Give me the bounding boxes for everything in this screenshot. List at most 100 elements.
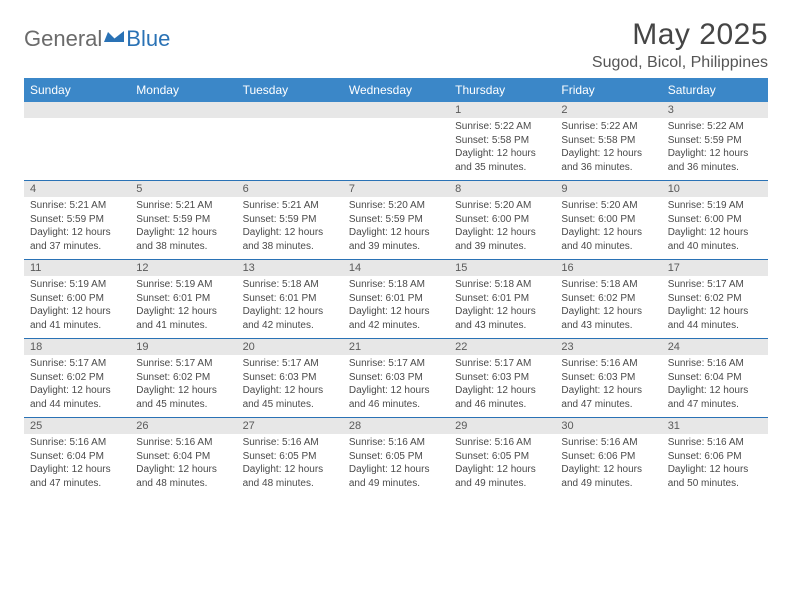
weekday-head: Thursday (449, 78, 555, 102)
logo-flag-icon (104, 28, 126, 51)
day-number: 9 (555, 181, 661, 197)
day-number: 23 (555, 339, 661, 355)
day-cell: Sunrise: 5:17 AMSunset: 6:02 PMDaylight:… (662, 276, 768, 338)
day-content-row: Sunrise: 5:17 AMSunset: 6:02 PMDaylight:… (24, 355, 768, 417)
day-cell: Sunrise: 5:21 AMSunset: 5:59 PMDaylight:… (24, 197, 130, 259)
day-number (237, 102, 343, 118)
calendar-week: 18 19 20 21 22 23 24 Sunrise: 5:17 AMSun… (24, 339, 768, 418)
weekday-head: Monday (130, 78, 236, 102)
day-cell (237, 118, 343, 180)
day-number (24, 102, 130, 118)
day-number: 15 (449, 260, 555, 276)
day-number: 12 (130, 260, 236, 276)
daynum-row: 25 26 27 28 29 30 31 (24, 418, 768, 434)
day-cell: Sunrise: 5:18 AMSunset: 6:01 PMDaylight:… (449, 276, 555, 338)
day-number: 2 (555, 102, 661, 118)
day-cell (130, 118, 236, 180)
day-content-row: Sunrise: 5:21 AMSunset: 5:59 PMDaylight:… (24, 197, 768, 259)
weekday-head: Friday (555, 78, 661, 102)
day-cell: Sunrise: 5:20 AMSunset: 6:00 PMDaylight:… (449, 197, 555, 259)
day-number: 16 (555, 260, 661, 276)
day-number: 31 (662, 418, 768, 434)
day-cell: Sunrise: 5:17 AMSunset: 6:03 PMDaylight:… (343, 355, 449, 417)
day-number: 17 (662, 260, 768, 276)
day-cell: Sunrise: 5:20 AMSunset: 6:00 PMDaylight:… (555, 197, 661, 259)
day-number: 27 (237, 418, 343, 434)
day-number: 13 (237, 260, 343, 276)
day-number: 11 (24, 260, 130, 276)
day-cell: Sunrise: 5:22 AMSunset: 5:58 PMDaylight:… (449, 118, 555, 180)
daynum-row: 18 19 20 21 22 23 24 (24, 339, 768, 355)
day-cell: Sunrise: 5:16 AMSunset: 6:04 PMDaylight:… (662, 355, 768, 417)
day-cell: Sunrise: 5:18 AMSunset: 6:01 PMDaylight:… (237, 276, 343, 338)
calendar-week: 11 12 13 14 15 16 17 Sunrise: 5:19 AMSun… (24, 260, 768, 339)
day-cell: Sunrise: 5:17 AMSunset: 6:02 PMDaylight:… (130, 355, 236, 417)
day-number: 22 (449, 339, 555, 355)
day-cell: Sunrise: 5:21 AMSunset: 5:59 PMDaylight:… (130, 197, 236, 259)
day-cell: Sunrise: 5:17 AMSunset: 6:03 PMDaylight:… (449, 355, 555, 417)
day-cell: Sunrise: 5:16 AMSunset: 6:06 PMDaylight:… (555, 434, 661, 496)
weekday-head: Wednesday (343, 78, 449, 102)
day-cell: Sunrise: 5:17 AMSunset: 6:02 PMDaylight:… (24, 355, 130, 417)
day-content-row: Sunrise: 5:22 AMSunset: 5:58 PMDaylight:… (24, 118, 768, 180)
day-number: 26 (130, 418, 236, 434)
day-number: 1 (449, 102, 555, 118)
calendar-page: General Blue May 2025 Sugod, Bicol, Phil… (0, 0, 792, 496)
daynum-row: 1 2 3 (24, 102, 768, 118)
day-number: 19 (130, 339, 236, 355)
logo-text-blue: Blue (126, 26, 170, 52)
logo-text-general: General (24, 26, 102, 52)
day-number: 6 (237, 181, 343, 197)
day-cell: Sunrise: 5:18 AMSunset: 6:01 PMDaylight:… (343, 276, 449, 338)
daynum-row: 4 5 6 7 8 9 10 (24, 181, 768, 197)
calendar-week: 1 2 3 Sunrise: 5:22 AMSunset: 5:58 PMDay… (24, 102, 768, 181)
day-cell: Sunrise: 5:16 AMSunset: 6:05 PMDaylight:… (449, 434, 555, 496)
day-cell: Sunrise: 5:16 AMSunset: 6:04 PMDaylight:… (24, 434, 130, 496)
day-number (130, 102, 236, 118)
page-header: General Blue May 2025 Sugod, Bicol, Phil… (24, 18, 768, 72)
title-block: May 2025 Sugod, Bicol, Philippines (592, 18, 768, 72)
day-number: 20 (237, 339, 343, 355)
day-number: 24 (662, 339, 768, 355)
weekday-head: Sunday (24, 78, 130, 102)
day-cell: Sunrise: 5:17 AMSunset: 6:03 PMDaylight:… (237, 355, 343, 417)
weekday-head: Saturday (662, 78, 768, 102)
day-cell (24, 118, 130, 180)
day-number: 5 (130, 181, 236, 197)
logo: General Blue (24, 18, 170, 52)
day-number: 21 (343, 339, 449, 355)
day-cell: Sunrise: 5:22 AMSunset: 5:58 PMDaylight:… (555, 118, 661, 180)
day-number: 8 (449, 181, 555, 197)
day-number: 7 (343, 181, 449, 197)
day-cell: Sunrise: 5:21 AMSunset: 5:59 PMDaylight:… (237, 197, 343, 259)
day-number: 28 (343, 418, 449, 434)
day-number: 10 (662, 181, 768, 197)
weekday-header-row: Sunday Monday Tuesday Wednesday Thursday… (24, 78, 768, 102)
month-title: May 2025 (592, 18, 768, 52)
day-number: 30 (555, 418, 661, 434)
day-number: 29 (449, 418, 555, 434)
day-cell: Sunrise: 5:19 AMSunset: 6:00 PMDaylight:… (24, 276, 130, 338)
location-subtitle: Sugod, Bicol, Philippines (592, 54, 768, 72)
day-cell (343, 118, 449, 180)
day-cell: Sunrise: 5:16 AMSunset: 6:05 PMDaylight:… (237, 434, 343, 496)
calendar-week: 25 26 27 28 29 30 31 Sunrise: 5:16 AMSun… (24, 418, 768, 496)
day-cell: Sunrise: 5:16 AMSunset: 6:06 PMDaylight:… (662, 434, 768, 496)
day-number: 3 (662, 102, 768, 118)
day-content-row: Sunrise: 5:16 AMSunset: 6:04 PMDaylight:… (24, 434, 768, 496)
day-cell: Sunrise: 5:19 AMSunset: 6:01 PMDaylight:… (130, 276, 236, 338)
day-number: 18 (24, 339, 130, 355)
day-number: 14 (343, 260, 449, 276)
day-cell: Sunrise: 5:20 AMSunset: 5:59 PMDaylight:… (343, 197, 449, 259)
day-cell: Sunrise: 5:18 AMSunset: 6:02 PMDaylight:… (555, 276, 661, 338)
day-cell: Sunrise: 5:16 AMSunset: 6:04 PMDaylight:… (130, 434, 236, 496)
day-content-row: Sunrise: 5:19 AMSunset: 6:00 PMDaylight:… (24, 276, 768, 338)
day-number: 4 (24, 181, 130, 197)
weekday-head: Tuesday (237, 78, 343, 102)
day-cell: Sunrise: 5:22 AMSunset: 5:59 PMDaylight:… (662, 118, 768, 180)
day-cell: Sunrise: 5:19 AMSunset: 6:00 PMDaylight:… (662, 197, 768, 259)
day-cell: Sunrise: 5:16 AMSunset: 6:03 PMDaylight:… (555, 355, 661, 417)
day-number (343, 102, 449, 118)
calendar-week: 4 5 6 7 8 9 10 Sunrise: 5:21 AMSunset: 5… (24, 181, 768, 260)
day-number: 25 (24, 418, 130, 434)
